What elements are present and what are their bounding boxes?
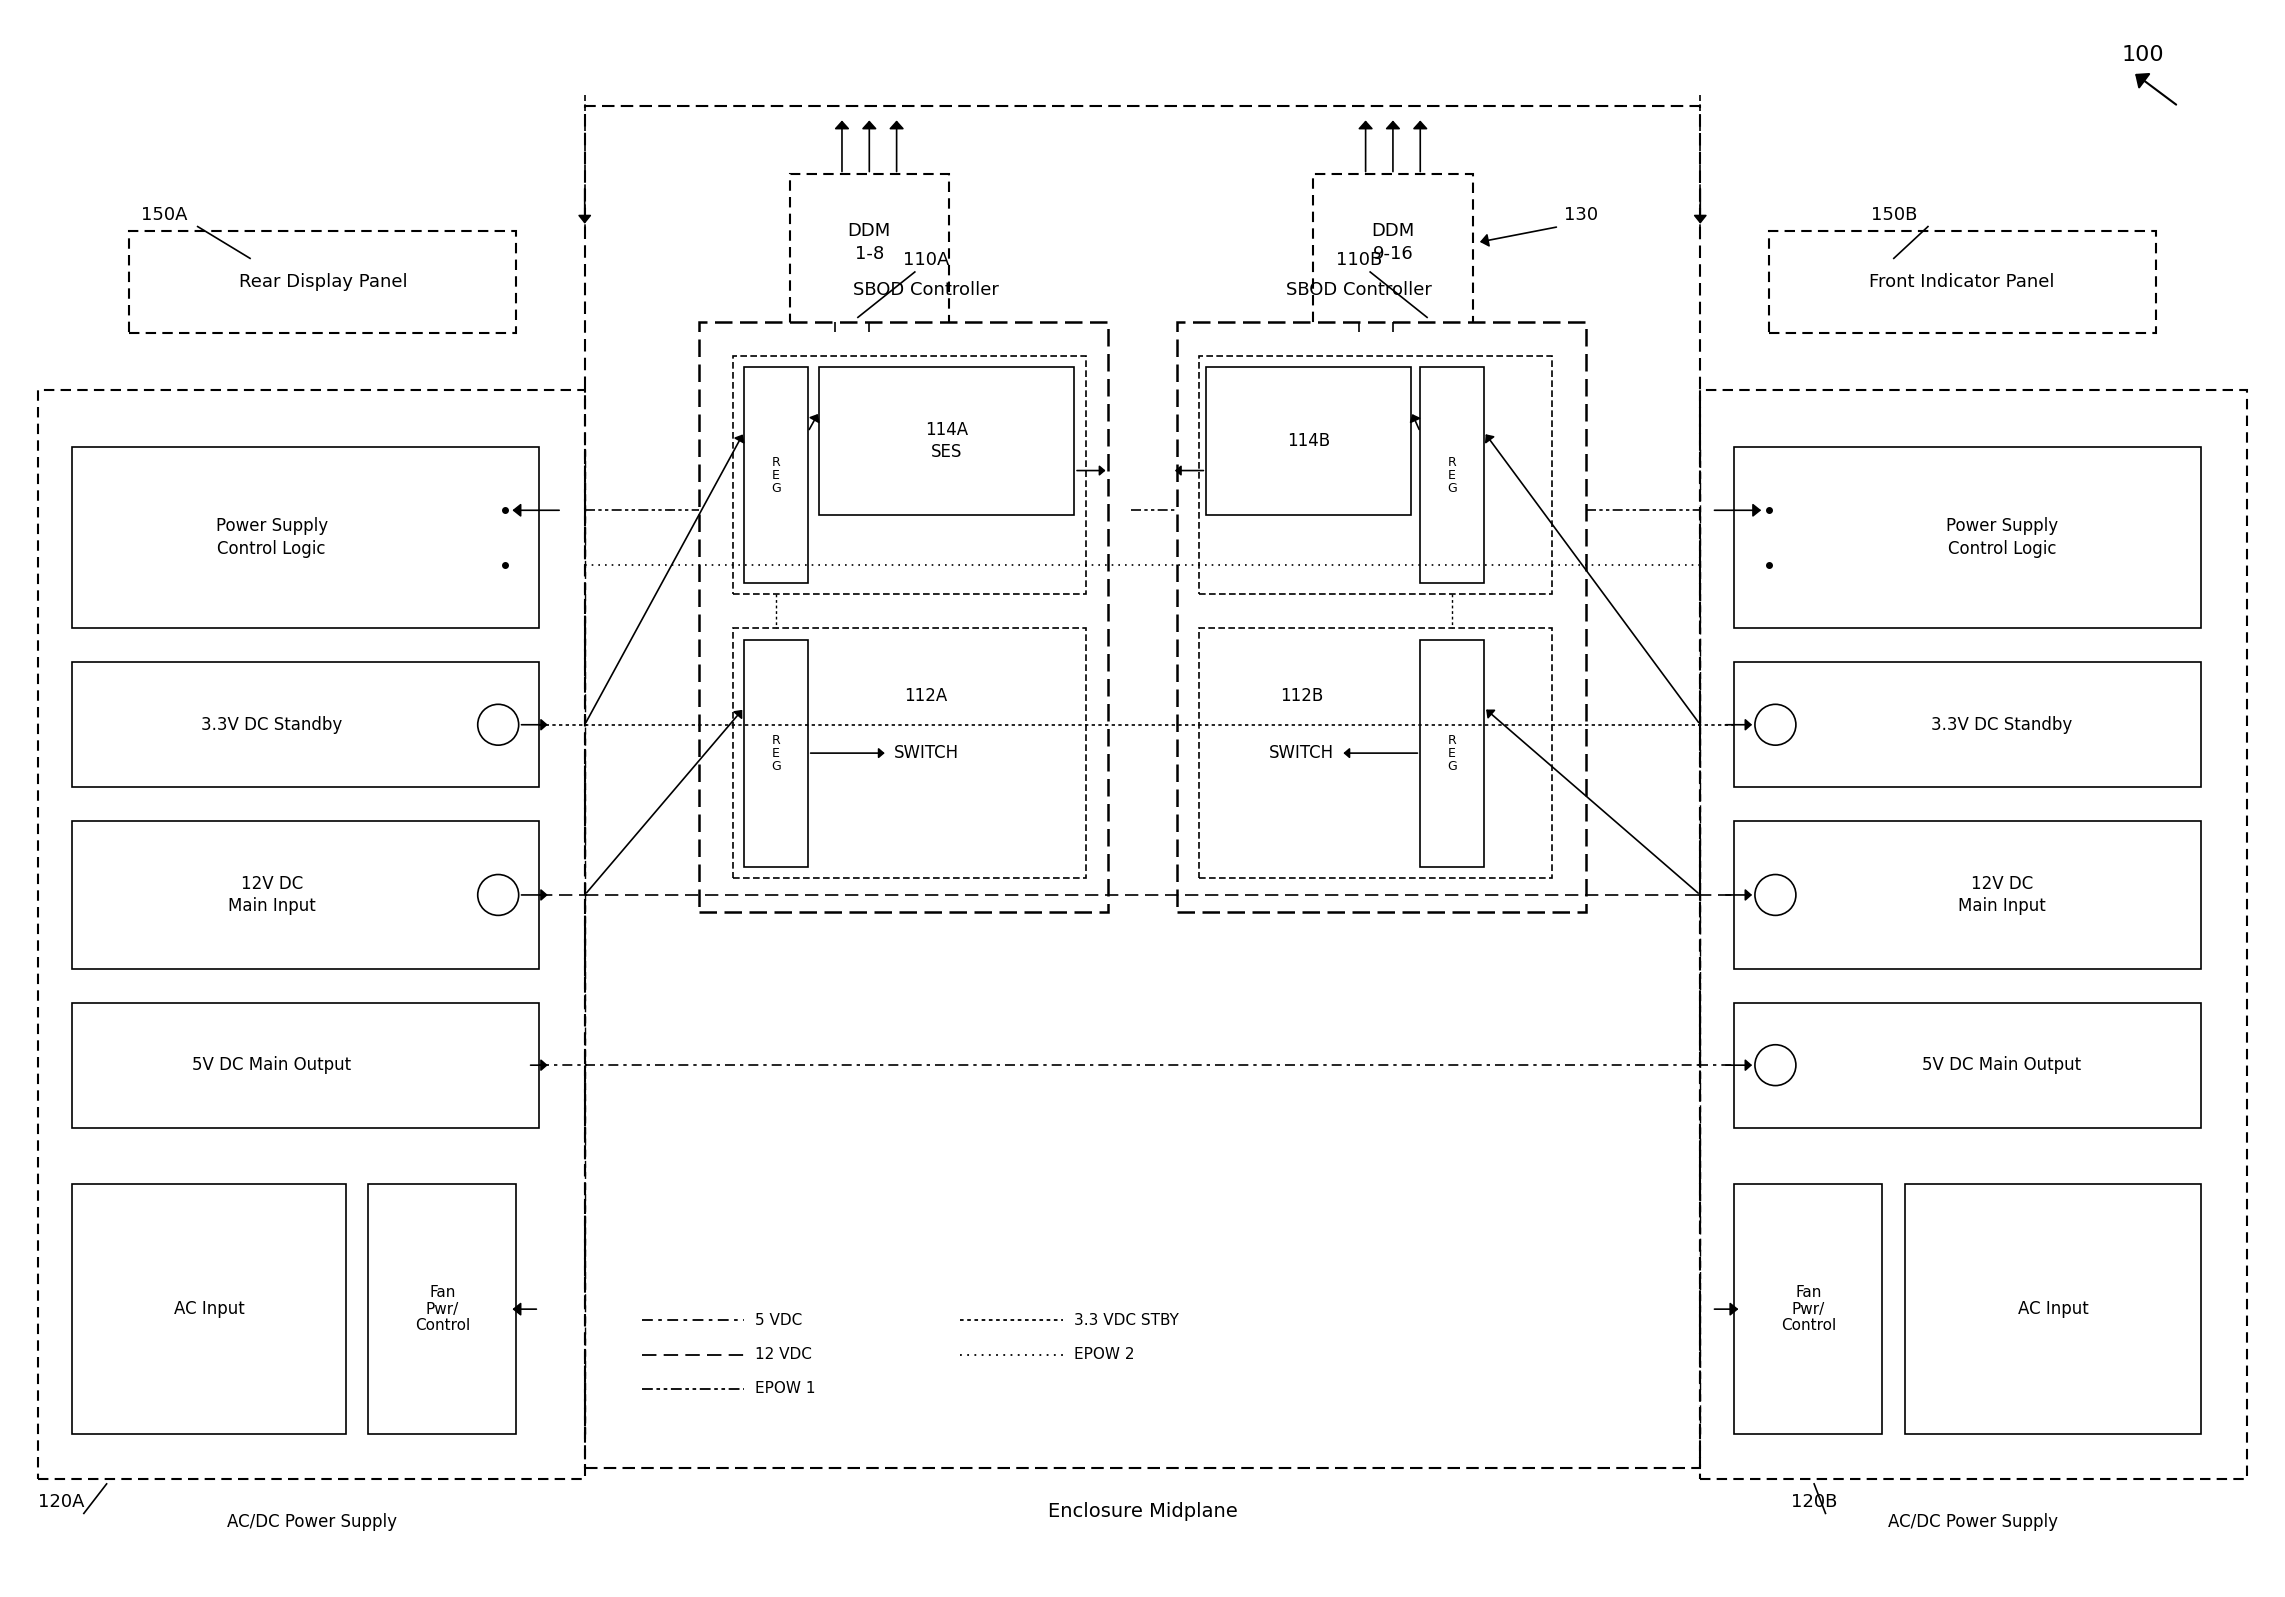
Text: AC Input: AC Input	[174, 1300, 244, 1318]
Text: Power Supply
Control Logic: Power Supply Control Logic	[1947, 517, 2059, 557]
Bar	[699, 323, 1108, 912]
Bar	[1421, 367, 1483, 583]
Bar	[1314, 174, 1472, 334]
Bar	[73, 1003, 539, 1127]
Bar	[1206, 367, 1412, 514]
Text: Enclosure Midplane: Enclosure Midplane	[1047, 1503, 1238, 1520]
Bar	[73, 1185, 345, 1434]
Text: R
E
G: R E G	[1446, 733, 1458, 773]
Bar	[1700, 390, 2246, 1479]
Bar	[585, 107, 1700, 1468]
Text: 110A: 110A	[903, 251, 948, 270]
Text: Rear Display Panel: Rear Display Panel	[238, 273, 407, 291]
Bar	[820, 367, 1074, 514]
Text: SBOD Controller: SBOD Controller	[852, 281, 999, 299]
Bar	[368, 1185, 516, 1434]
Text: Power Supply
Control Logic: Power Supply Control Logic	[215, 517, 327, 557]
Text: 112A: 112A	[905, 687, 948, 706]
Text: Fan
Pwr/
Control: Fan Pwr/ Control	[1780, 1286, 1837, 1333]
Text: 3.3V DC Standby: 3.3V DC Standby	[1931, 715, 2072, 733]
Text: 120B: 120B	[1791, 1493, 1837, 1511]
Text: EPOW 2: EPOW 2	[1074, 1346, 1136, 1362]
Text: EPOW 1: EPOW 1	[756, 1381, 816, 1396]
Text: R
E
G: R E G	[1446, 455, 1458, 495]
Text: Fan
Pwr/
Control: Fan Pwr/ Control	[416, 1286, 471, 1333]
Bar	[791, 174, 948, 334]
Bar	[1734, 447, 2200, 628]
Text: DDM
9-16: DDM 9-16	[1371, 222, 1414, 264]
Bar	[1734, 821, 2200, 969]
Bar	[1177, 323, 1586, 912]
Text: SWITCH: SWITCH	[893, 744, 960, 762]
Text: 12V DC
Main Input: 12V DC Main Input	[1958, 875, 2045, 915]
Bar	[733, 628, 1085, 878]
Text: R
E
G: R E G	[770, 733, 781, 773]
Text: AC/DC Power Supply: AC/DC Power Supply	[226, 1514, 398, 1532]
Bar	[73, 447, 539, 628]
Bar	[1906, 1185, 2200, 1434]
Text: 3.3V DC Standby: 3.3V DC Standby	[201, 715, 343, 733]
Text: DDM
1-8: DDM 1-8	[848, 222, 891, 264]
Text: 5V DC Main Output: 5V DC Main Output	[1922, 1056, 2082, 1075]
Text: AC/DC Power Supply: AC/DC Power Supply	[1887, 1514, 2059, 1532]
Text: 112B: 112B	[1280, 687, 1323, 706]
Bar	[73, 663, 539, 787]
Text: 110B: 110B	[1337, 251, 1382, 270]
Text: AC Input: AC Input	[2018, 1300, 2088, 1318]
Bar	[1734, 1185, 1883, 1434]
Text: 120A: 120A	[39, 1493, 85, 1511]
Text: SBOD Controller: SBOD Controller	[1286, 281, 1433, 299]
Text: 130: 130	[1563, 206, 1597, 224]
Text: 114B: 114B	[1286, 433, 1330, 450]
Bar	[130, 232, 516, 334]
Bar	[1734, 1003, 2200, 1127]
Text: Front Indicator Panel: Front Indicator Panel	[1869, 273, 2054, 291]
Text: 114A
SES: 114A SES	[925, 422, 969, 462]
Text: 5V DC Main Output: 5V DC Main Output	[192, 1056, 352, 1075]
Bar	[1200, 356, 1552, 594]
Text: R
E
G: R E G	[770, 455, 781, 495]
Text: 3.3 VDC STBY: 3.3 VDC STBY	[1074, 1313, 1179, 1329]
Bar	[1734, 663, 2200, 787]
Bar	[1200, 628, 1552, 878]
Bar	[745, 640, 809, 867]
Text: 150B: 150B	[1871, 206, 1917, 224]
Bar	[1769, 232, 2155, 334]
Bar	[39, 390, 585, 1479]
Bar	[1421, 640, 1483, 867]
Text: SWITCH: SWITCH	[1268, 744, 1334, 762]
Bar	[733, 356, 1085, 594]
Text: 5 VDC: 5 VDC	[756, 1313, 802, 1329]
Bar	[745, 367, 809, 583]
Text: 12V DC
Main Input: 12V DC Main Input	[228, 875, 315, 915]
Bar	[73, 821, 539, 969]
Text: 12 VDC: 12 VDC	[756, 1346, 813, 1362]
Text: 150A: 150A	[142, 206, 187, 224]
Text: 100: 100	[2120, 45, 2164, 65]
